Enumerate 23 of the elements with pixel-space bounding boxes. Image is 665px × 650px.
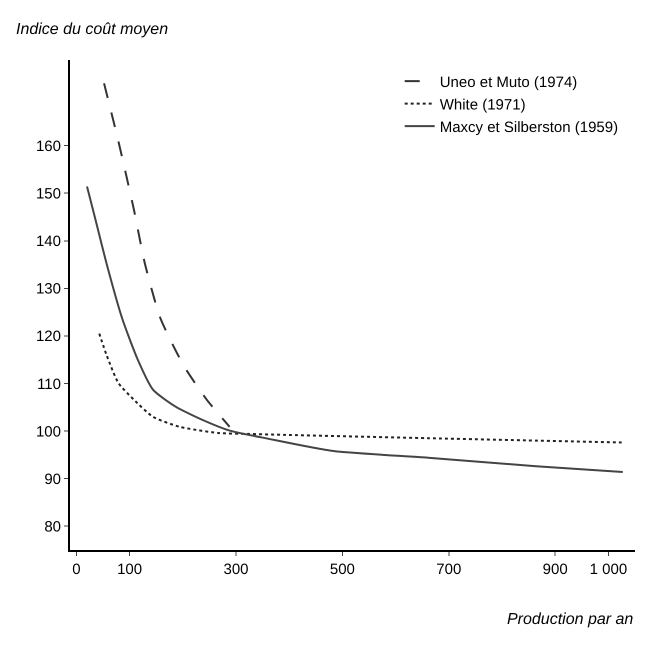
x-tick-label: 100	[117, 561, 142, 578]
x-tick-label: 700	[436, 561, 462, 578]
x-tick-label: 0	[72, 561, 81, 578]
x-axis-title: Production par an	[507, 611, 634, 628]
y-tick-label: 100	[36, 423, 61, 440]
x-tick-label: 500	[330, 561, 355, 578]
y-axis-title: Indice du coût moyen	[16, 21, 168, 38]
x-tick-label: 300	[223, 561, 249, 578]
y-tick-label: 120	[36, 328, 61, 346]
y-tick-label: 110	[37, 376, 61, 393]
y-tick-label: 90	[44, 470, 61, 488]
legend-label: Uneo et Muto (1974)	[440, 74, 578, 91]
line-series	[98, 332, 623, 444]
legend-label: White (1971)	[440, 96, 526, 114]
x-tick-label: 1 000	[590, 561, 628, 578]
legend-label: Maxcy et Silberston (1959)	[440, 119, 618, 136]
y-tick-label: 140	[36, 233, 61, 250]
y-tick-label: 80	[44, 518, 61, 536]
x-tick-label: 900	[542, 561, 568, 578]
y-tick-label: 150	[36, 185, 61, 202]
y-tick-label: 130	[36, 280, 61, 298]
line-series	[86, 186, 624, 473]
y-tick-label: 160	[36, 138, 61, 155]
